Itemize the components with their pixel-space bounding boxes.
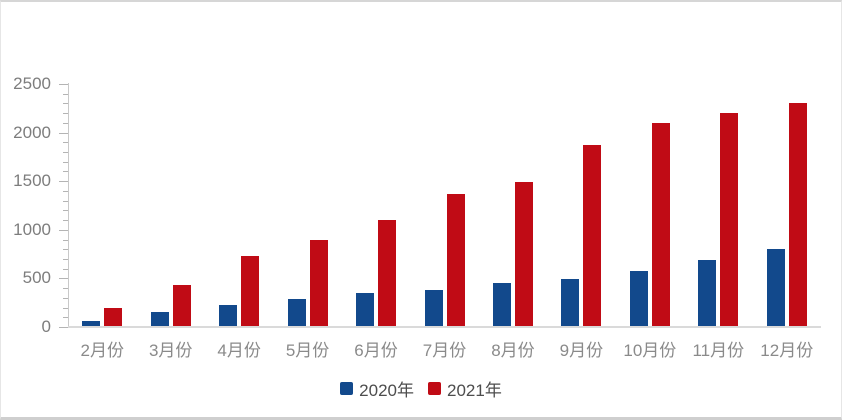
y-major-tick bbox=[59, 132, 68, 134]
legend-swatch-2020年 bbox=[340, 382, 354, 395]
legend-item-2021年[interactable]: 2021年 bbox=[428, 376, 502, 401]
bar-2020年[interactable] bbox=[150, 312, 169, 327]
bar-2020年[interactable] bbox=[561, 279, 580, 327]
y-minor-tick bbox=[63, 249, 68, 251]
x-axis-label: 5月份 bbox=[285, 341, 330, 360]
x-axis-label: 10月份 bbox=[623, 341, 677, 360]
x-axis-label: 7月份 bbox=[422, 341, 467, 360]
y-minor-tick bbox=[63, 288, 68, 290]
bar-2020年[interactable] bbox=[629, 270, 648, 327]
y-minor-tick bbox=[63, 113, 68, 115]
x-axis-label: 4月份 bbox=[217, 341, 261, 360]
y-major-tick bbox=[59, 181, 68, 183]
legend-label: 2021年 bbox=[447, 381, 502, 400]
y-minor-tick bbox=[63, 317, 68, 319]
bar-2021年[interactable] bbox=[446, 193, 465, 327]
y-axis-tick-label: 2000 bbox=[13, 122, 51, 142]
bar-2020年[interactable] bbox=[424, 290, 443, 327]
y-axis-line bbox=[68, 83, 69, 328]
y-minor-tick bbox=[63, 258, 68, 260]
legend-item-2020年[interactable]: 2020年 bbox=[340, 376, 414, 401]
bar-2021年[interactable] bbox=[309, 239, 328, 327]
legend: 2020年 2021年 bbox=[1, 376, 841, 401]
bar-2021年[interactable] bbox=[583, 145, 602, 327]
bar-2020年[interactable] bbox=[219, 304, 238, 327]
y-major-tick bbox=[59, 84, 68, 85]
y-axis-tick-label: 500 bbox=[22, 268, 51, 288]
bar-2021年[interactable] bbox=[104, 307, 123, 327]
y-minor-tick bbox=[63, 220, 68, 222]
legend-label: 2020年 bbox=[359, 381, 414, 400]
y-minor-tick bbox=[63, 307, 68, 309]
bar-2020年[interactable] bbox=[492, 283, 511, 327]
y-minor-tick bbox=[63, 268, 68, 270]
bar-2020年[interactable] bbox=[698, 259, 717, 327]
y-minor-tick bbox=[63, 210, 68, 212]
y-major-tick bbox=[59, 327, 68, 328]
y-minor-tick bbox=[63, 142, 68, 144]
y-minor-tick bbox=[63, 297, 68, 299]
legend-swatch-2021年 bbox=[428, 382, 441, 395]
x-axis-label: 11月份 bbox=[692, 341, 745, 360]
y-major-tick bbox=[59, 229, 68, 231]
y-major-tick bbox=[59, 278, 68, 280]
y-minor-tick bbox=[63, 152, 68, 154]
bar-2021年[interactable] bbox=[514, 182, 533, 327]
bar-2021年[interactable] bbox=[172, 285, 191, 327]
y-axis-tick-label: 1500 bbox=[13, 171, 51, 191]
y-axis-tick-label: 2500 bbox=[13, 74, 51, 93]
x-axis-label: 3月份 bbox=[148, 341, 193, 360]
bar-2020年[interactable] bbox=[82, 321, 101, 327]
y-minor-tick bbox=[63, 122, 68, 124]
y-minor-tick bbox=[63, 239, 68, 241]
y-minor-tick bbox=[63, 200, 68, 202]
bar-2020年[interactable] bbox=[356, 292, 375, 327]
x-axis-label: 9月份 bbox=[559, 341, 604, 360]
bar-2021年[interactable] bbox=[651, 122, 670, 327]
x-axis-label: 6月份 bbox=[354, 341, 398, 360]
bar-2021年[interactable] bbox=[241, 256, 260, 327]
y-axis-tick-label: 0 bbox=[41, 317, 51, 336]
bar-2020年[interactable] bbox=[287, 298, 306, 327]
y-minor-tick bbox=[63, 171, 68, 173]
y-minor-tick bbox=[63, 190, 68, 192]
bar-2020年[interactable] bbox=[766, 249, 785, 327]
y-minor-tick bbox=[63, 161, 68, 163]
y-minor-tick bbox=[63, 93, 68, 95]
bar-2021年[interactable] bbox=[788, 103, 807, 327]
bar-2021年[interactable] bbox=[378, 220, 397, 327]
x-axis-label: 2月份 bbox=[80, 341, 124, 360]
bar-2021年[interactable] bbox=[720, 113, 739, 327]
y-minor-tick bbox=[63, 103, 68, 105]
x-axis-label: 12月份 bbox=[760, 341, 814, 360]
x-axis-label: 8月份 bbox=[491, 341, 535, 360]
x-axis-line bbox=[68, 326, 821, 328]
y-axis-tick-label: 1000 bbox=[13, 219, 51, 239]
